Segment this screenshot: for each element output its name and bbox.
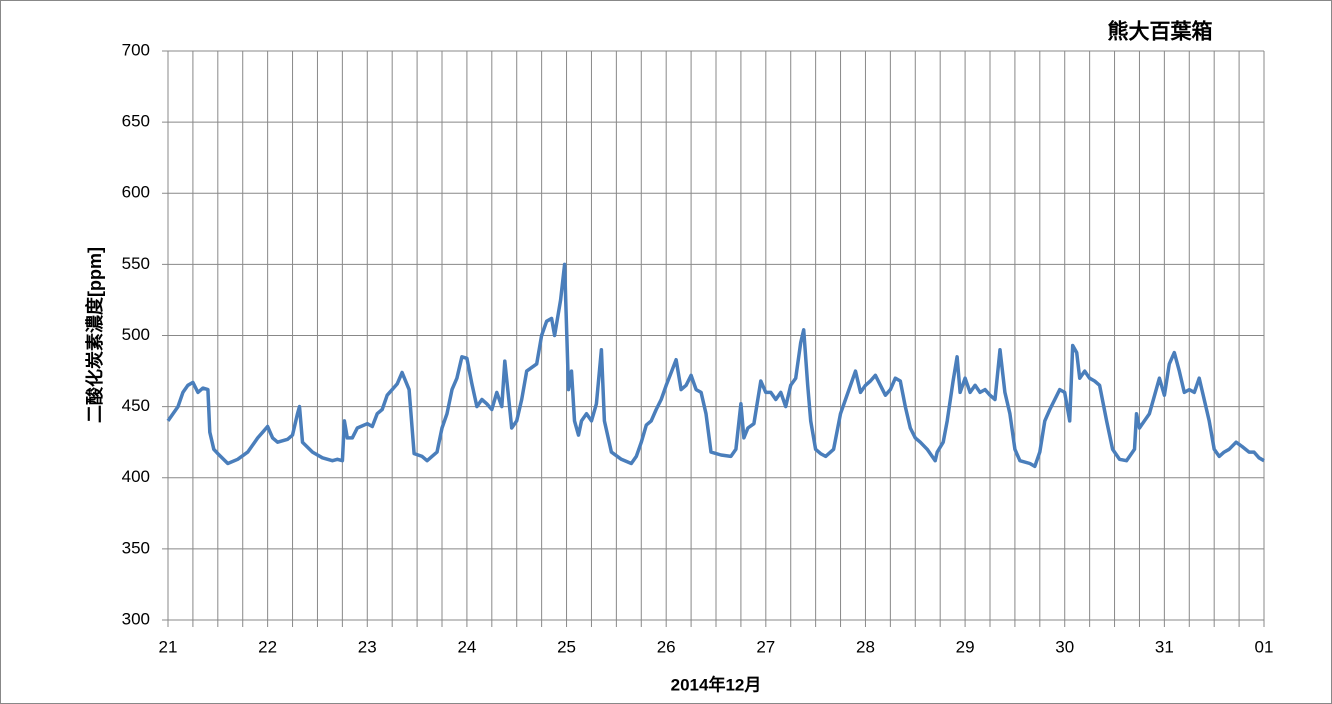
- y-tick-label: 500: [122, 325, 150, 344]
- y-tick-label: 600: [122, 183, 150, 202]
- y-tick-label: 450: [122, 396, 150, 415]
- y-tick-label: 400: [122, 467, 150, 486]
- x-tick-label: 30: [1055, 637, 1074, 656]
- x-tick-label: 21: [159, 637, 178, 656]
- x-tick-label: 23: [358, 637, 377, 656]
- x-tick-label: 01: [1255, 637, 1274, 656]
- line-series: [166, 262, 1265, 469]
- y-tick-label: 300: [122, 609, 150, 628]
- x-tick-label: 26: [657, 637, 676, 656]
- y-tick-label: 550: [122, 254, 150, 273]
- x-tick-label: 28: [856, 637, 875, 656]
- chart-title: 熊大百葉箱: [1108, 20, 1213, 44]
- x-tick-label: 29: [956, 637, 975, 656]
- x-tick-label: 27: [756, 637, 775, 656]
- y-axis-label: 二酸化炭素濃度[ppm]: [84, 247, 105, 423]
- y-tick-label: 350: [122, 538, 150, 557]
- x-tick-label: 31: [1155, 637, 1174, 656]
- x-tick-label: 25: [557, 637, 576, 656]
- x-tick-label: 24: [457, 637, 476, 656]
- y-tick-label: 650: [122, 112, 150, 131]
- x-axis-label: 2014年12月: [671, 674, 762, 694]
- x-tick-label: 22: [258, 637, 277, 656]
- y-tick-label: 700: [122, 40, 150, 59]
